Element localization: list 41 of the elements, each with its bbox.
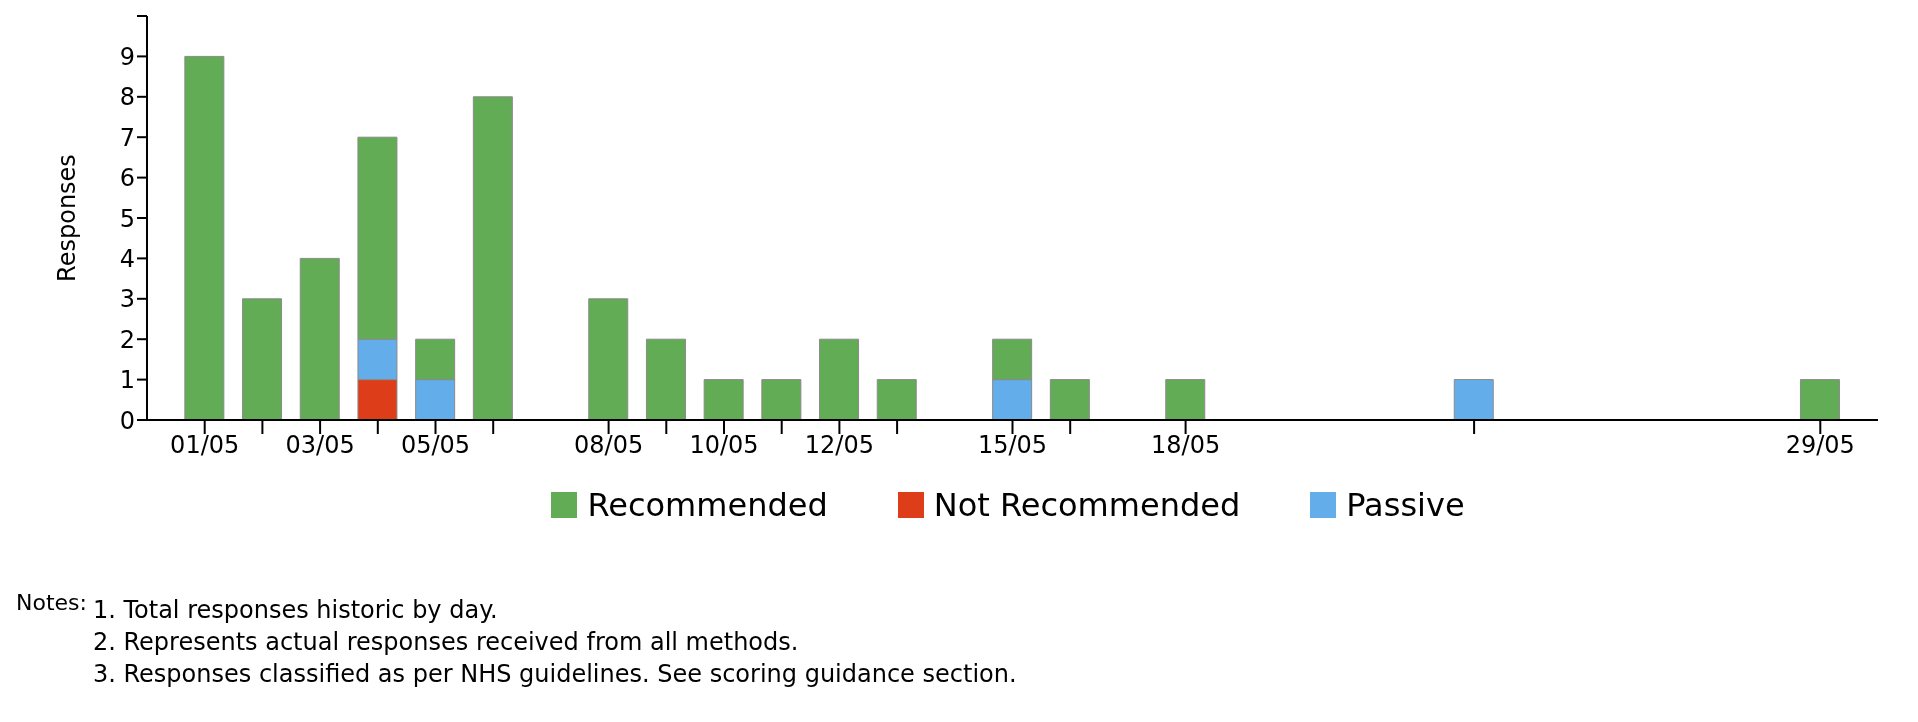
x-tick-label: 03/05 [285, 431, 355, 460]
x-tick-label: 29/05 [1785, 431, 1855, 460]
x-tick-label: 12/05 [804, 431, 874, 460]
x-tick-label: 10/05 [689, 431, 759, 460]
y-tick-label: 2 [119, 325, 135, 354]
y-tick-label: 7 [119, 123, 135, 152]
bar [242, 298, 283, 420]
x-tick-label: 05/05 [400, 431, 471, 460]
y-tick-label: 8 [119, 83, 135, 112]
x-tick-label: 01/05 [170, 431, 240, 460]
text: 3. Responses classified as per NHS guidelines. See scoring guidance section. [92, 659, 1017, 690]
y-tick-label: 9 [119, 42, 135, 71]
bar [1165, 379, 1206, 420]
bar [1799, 379, 1840, 420]
bar [761, 379, 802, 420]
legend-label: Not Recommended [933, 486, 1241, 524]
y-tick-label: 5 [119, 204, 135, 233]
y-tick-label: 1 [119, 366, 135, 395]
y-tick-label: 0 [119, 406, 135, 435]
y-axis-title: Responses [52, 154, 81, 282]
x-tick-label: 15/05 [977, 431, 1048, 460]
bar [588, 298, 629, 420]
bar [1049, 379, 1090, 420]
bar [184, 55, 225, 420]
legend-label: Recommended [587, 486, 828, 524]
text: 2. Represents actual responses received from all methods. [92, 627, 800, 658]
y-tick-label: 4 [119, 244, 135, 273]
bar [1453, 379, 1494, 420]
bar [645, 338, 686, 420]
y-tick-label: 6 [119, 164, 135, 193]
bar [299, 257, 340, 420]
y-tick-label: 3 [119, 285, 135, 314]
bar [472, 96, 513, 420]
text: 1. Total responses historic by day. [92, 595, 499, 626]
bar [819, 338, 860, 420]
x-tick-label: 08/05 [574, 431, 644, 460]
bar [703, 379, 744, 420]
text: Notes: [16, 590, 87, 617]
bar [876, 379, 917, 420]
legend-label: Passive [1346, 486, 1465, 524]
x-tick-label: 18/05 [1151, 431, 1221, 460]
